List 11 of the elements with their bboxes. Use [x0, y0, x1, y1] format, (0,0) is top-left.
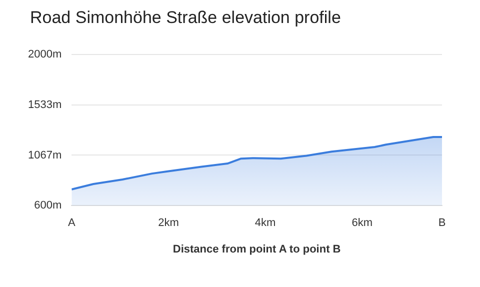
x-tick-label: 6km	[352, 217, 373, 230]
y-tick-label: 2000m	[28, 48, 62, 61]
x-tick-label: 4km	[254, 217, 276, 230]
chart-title: Road Simonhöhe Straße elevation profile	[30, 8, 342, 28]
x-tick-label: 2km	[158, 217, 179, 230]
y-tick-label: 600m	[34, 200, 62, 212]
x-tick-label: B	[438, 217, 446, 230]
x-axis-title: Distance from point A to point B	[172, 243, 341, 256]
x-tick-label: A	[68, 217, 76, 230]
y-tick-label: 1533m	[28, 99, 62, 111]
y-tick-label: 1067m	[28, 149, 62, 162]
